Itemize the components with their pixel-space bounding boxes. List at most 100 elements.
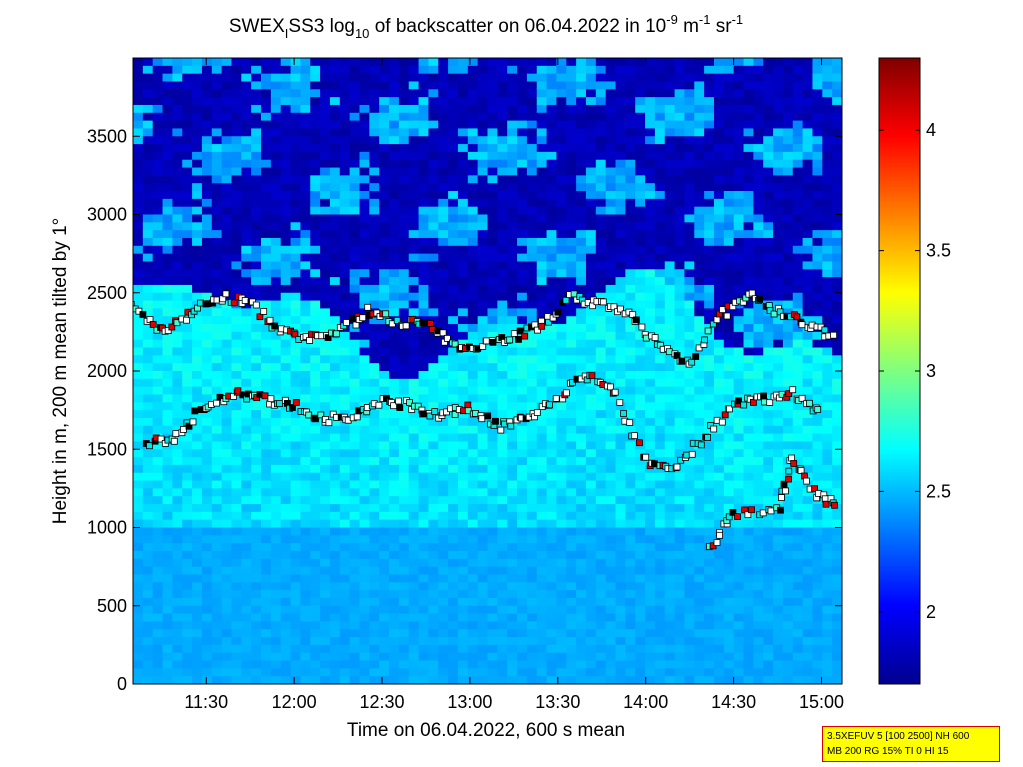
heatmap-cell <box>467 167 479 176</box>
heatmap-cell <box>556 637 567 646</box>
heatmap-cell <box>261 550 272 560</box>
heatmap-cell <box>310 167 321 176</box>
heatmap-cell <box>221 660 233 669</box>
heatmap-cell <box>172 527 183 536</box>
heatmap-cell <box>398 621 410 630</box>
heatmap-cell <box>142 191 154 200</box>
heatmap-cell <box>162 89 173 98</box>
heatmap-cell <box>329 277 341 286</box>
heatmap-cell <box>467 175 479 184</box>
heatmap-cell <box>221 214 233 223</box>
heatmap-cell <box>142 269 154 278</box>
heatmap-cell <box>477 151 489 161</box>
heatmap-cell <box>369 417 380 427</box>
heatmap-cell <box>625 410 636 419</box>
heatmap-cell <box>300 245 311 255</box>
heatmap-cell <box>595 89 607 98</box>
heatmap-cell <box>546 363 558 372</box>
heatmap-cell <box>546 112 558 122</box>
heatmap-cell <box>457 159 469 169</box>
heatmap-cell <box>339 269 351 278</box>
heatmap-cell <box>221 73 233 83</box>
heatmap-cell <box>270 668 282 677</box>
heatmap-cell <box>477 277 489 286</box>
heatmap-cell <box>713 574 725 583</box>
heatmap-cell <box>192 355 203 364</box>
heatmap-cell <box>566 206 577 216</box>
heatmap-cell <box>467 566 479 576</box>
heatmap-cell <box>261 519 272 529</box>
heatmap-cell <box>349 261 361 270</box>
heatmap-cell <box>211 191 223 200</box>
heatmap-cell <box>556 511 567 521</box>
heatmap-cell <box>615 183 626 192</box>
heatmap-cell <box>457 527 469 536</box>
heatmap-cell <box>507 206 518 216</box>
heatmap-cell <box>694 73 705 83</box>
heatmap-cell <box>595 464 607 474</box>
heatmap-cell <box>241 151 252 161</box>
heatmap-cell <box>369 316 380 325</box>
heatmap-cell <box>359 605 370 615</box>
heatmap-cell <box>576 253 587 263</box>
heatmap-cell <box>211 613 223 623</box>
heatmap-cell <box>595 496 607 505</box>
heatmap-cell <box>497 253 508 263</box>
heatmap-cell <box>211 104 223 114</box>
heatmap-cell <box>261 597 272 607</box>
heatmap-cell <box>270 81 282 90</box>
heatmap-cell <box>251 550 262 560</box>
heatmap-cell <box>280 308 292 317</box>
heatmap-cell <box>674 613 686 623</box>
heatmap-cell <box>694 378 705 388</box>
heatmap-cell <box>576 558 587 568</box>
heatmap-cell <box>684 222 695 231</box>
heatmap-cell <box>467 582 479 591</box>
heatmap-cell <box>595 136 607 145</box>
heatmap-cell <box>487 637 498 646</box>
heatmap-cell <box>251 371 262 380</box>
heatmap-cell <box>398 511 410 521</box>
heatmap-cell <box>172 394 183 403</box>
heatmap-cell <box>201 621 213 630</box>
heatmap-cell <box>664 331 676 341</box>
heatmap-cell <box>526 253 538 263</box>
heatmap-cell <box>585 222 597 231</box>
heatmap-cell <box>526 159 538 169</box>
heatmap-cell <box>329 245 341 255</box>
heatmap-cell <box>152 284 164 294</box>
heatmap-cell <box>497 597 508 607</box>
heatmap-cell <box>546 261 558 270</box>
heatmap-cell <box>526 378 538 388</box>
heatmap-cell <box>635 668 646 677</box>
heatmap-cell <box>251 198 262 208</box>
heatmap-cell <box>526 89 538 98</box>
heatmap-cell <box>467 89 479 98</box>
heatmap-cell <box>192 668 203 677</box>
heatmap-cell <box>428 355 439 364</box>
heatmap-cell <box>221 644 233 654</box>
heatmap-cell <box>251 222 262 231</box>
heatmap-cell <box>457 183 469 192</box>
heatmap-cell <box>418 324 430 333</box>
heatmap-cell <box>142 668 154 677</box>
heatmap-cell <box>743 81 754 90</box>
heatmap-cell <box>172 644 183 654</box>
heatmap-cell <box>428 550 439 560</box>
heatmap-cell <box>556 253 567 263</box>
heatmap-cell <box>192 339 203 349</box>
heatmap-cell <box>290 292 302 302</box>
heatmap-cell <box>310 660 321 669</box>
heatmap-cell <box>625 167 636 176</box>
heatmap-cell <box>408 65 420 75</box>
heatmap-cell <box>635 151 646 161</box>
heatmap-cell <box>654 261 666 270</box>
heatmap-cell <box>241 433 252 443</box>
heatmap-cell <box>526 277 538 286</box>
heatmap-cell <box>694 222 705 231</box>
heatmap-cell <box>221 613 233 623</box>
heatmap-cell <box>172 183 183 192</box>
heatmap-cell <box>379 449 390 458</box>
heatmap-cell <box>379 198 390 208</box>
heatmap-cell <box>635 292 646 302</box>
